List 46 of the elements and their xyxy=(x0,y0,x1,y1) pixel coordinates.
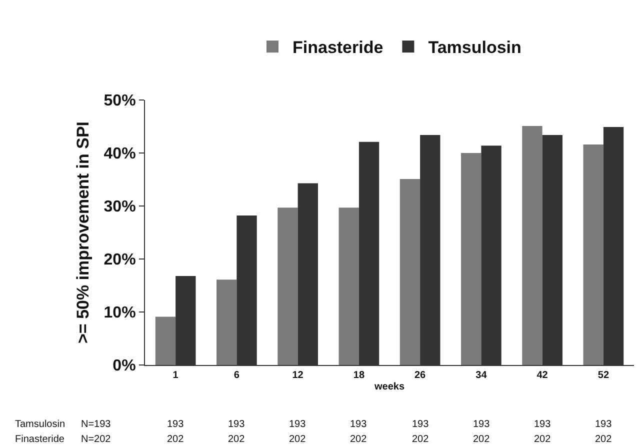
text: 193 xyxy=(412,419,430,430)
legend-label: Tamsulosin xyxy=(428,38,522,58)
bar xyxy=(155,316,176,365)
legend-label: Finasteride xyxy=(292,38,384,58)
y-tick-label: 20% xyxy=(104,252,136,269)
x-axis-title: weeks xyxy=(373,382,405,392)
text: 193 xyxy=(167,419,184,430)
x-tick-label: 12 xyxy=(292,370,304,381)
x-tick-label: 26 xyxy=(414,370,426,381)
text: 202 xyxy=(289,434,306,445)
text: N=202 xyxy=(81,434,112,445)
text: 193 xyxy=(350,419,368,430)
bar xyxy=(461,153,482,365)
bar xyxy=(338,208,359,365)
x-tick-label: 34 xyxy=(476,370,488,381)
bar xyxy=(583,144,604,365)
text: Finasteride xyxy=(15,434,65,445)
x-tick-label: 1 xyxy=(172,370,179,381)
text: 202 xyxy=(412,434,430,445)
text: 202 xyxy=(595,434,612,445)
bar xyxy=(278,208,298,365)
x-tick-label: 42 xyxy=(536,370,548,381)
y-axis-title: >= 50% improvement in SPI xyxy=(73,121,92,344)
bar xyxy=(522,126,542,365)
text: N=193 xyxy=(81,419,112,430)
text: 202 xyxy=(534,434,552,445)
text: 202 xyxy=(350,434,368,445)
y-tick-label: 10% xyxy=(104,304,136,322)
text: 202 xyxy=(228,434,246,445)
x-tick-label: 6 xyxy=(234,370,240,381)
text: Tamsulosin xyxy=(15,419,66,430)
x-tick-label: 18 xyxy=(353,370,365,381)
y-tick-label: 30% xyxy=(104,198,136,216)
text: 193 xyxy=(289,419,306,430)
bar xyxy=(216,280,237,365)
y-tick-label: 40% xyxy=(104,146,136,163)
text: 202 xyxy=(167,434,184,445)
y-tick-label: 50% xyxy=(104,92,136,110)
text: 193 xyxy=(595,419,612,430)
text: 202 xyxy=(473,434,490,445)
text: 193 xyxy=(228,419,246,430)
text: 193 xyxy=(534,419,552,430)
y-tick-label: 0% xyxy=(112,358,136,375)
x-tick-label: 52 xyxy=(598,370,610,381)
bar xyxy=(400,178,420,365)
text: 193 xyxy=(473,419,490,430)
